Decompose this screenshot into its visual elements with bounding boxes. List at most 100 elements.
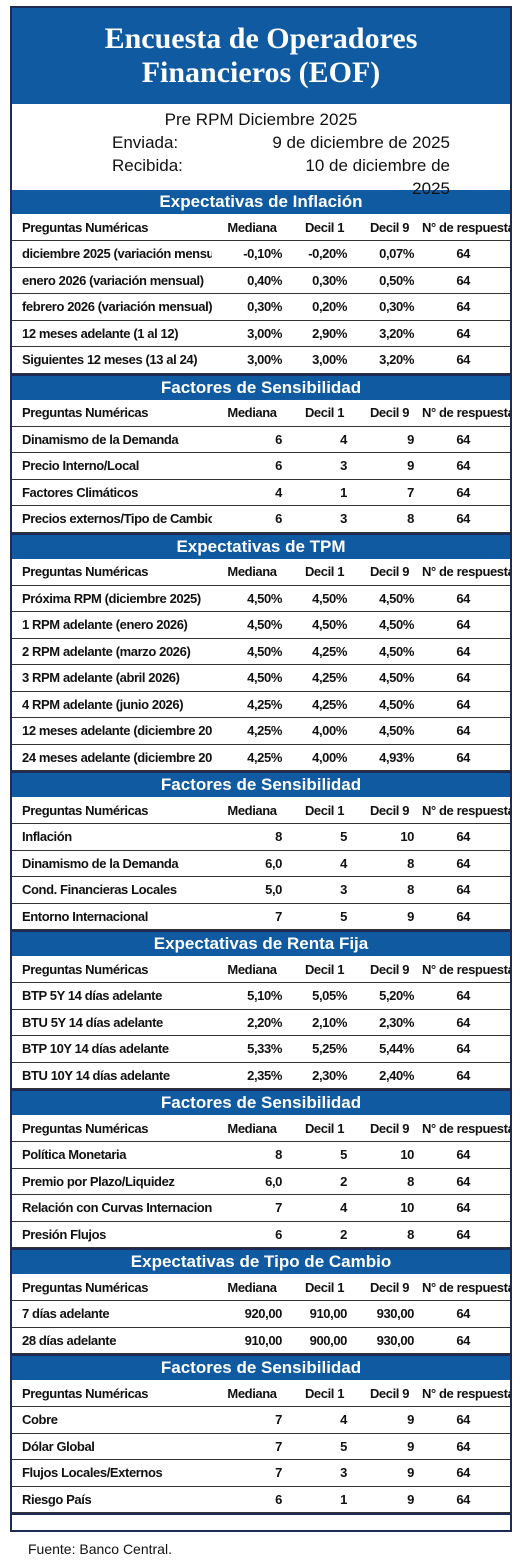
column-header: Decil 1 [292, 797, 357, 824]
column-header: Preguntas Numéricas [12, 1115, 212, 1142]
value-cell: 64 [422, 1035, 510, 1063]
value-cell: 64 [422, 744, 510, 771]
value-cell: 6 [212, 452, 292, 480]
table-row: febrero 2026 (variación mensual) 0,30% 0,2… [12, 293, 510, 321]
sent-label: Enviada: [112, 133, 179, 152]
value-cell: 4 [292, 1406, 357, 1434]
value-cell: 7 [212, 1459, 292, 1487]
value-cell: 4,25% [212, 717, 292, 745]
column-header: Decil 9 [357, 558, 422, 586]
column-header: Decil 9 [357, 1274, 422, 1301]
value-cell: 64 [422, 1486, 510, 1513]
question-cell: Presión Flujos [12, 1221, 212, 1248]
table-row: Inflación 8 5 10 64 [12, 823, 510, 851]
table-row: Flujos Locales/Externos 7 3 9 64 [12, 1459, 510, 1487]
column-header: Decil 1 [292, 1380, 357, 1407]
sent-value: 9 de diciembre de 2025 [272, 133, 450, 152]
value-cell: 6,0 [212, 1168, 292, 1195]
table-header-row: Preguntas Numéricas Mediana Decil 1 Decil 9… [12, 399, 510, 427]
question-cell: Cobre [12, 1406, 212, 1434]
value-cell: 4,25% [212, 691, 292, 718]
value-cell: 930,00 [357, 1327, 422, 1354]
table-row: 1 RPM adelante (enero 2026) 4,50% 4,50% 4,5… [12, 611, 510, 639]
value-cell: 64 [422, 452, 510, 480]
table-header-row: Preguntas Numéricas Mediana Decil 1 Decil 9… [12, 214, 510, 241]
column-header: Decil 1 [292, 558, 357, 586]
value-cell: 9 [357, 452, 422, 480]
value-cell: 4,25% [292, 664, 357, 692]
value-cell: 64 [422, 1300, 510, 1328]
column-header: N° de respuestas [422, 797, 510, 824]
value-cell: 2,40% [357, 1062, 422, 1089]
question-cell: Política Monetaria [12, 1141, 212, 1169]
table-row: 7 días adelante 920,00 910,00 930,00 64 [12, 1300, 510, 1328]
section: Expectativas de Inflación Preguntas Numér… [12, 190, 510, 376]
value-cell: 1 [292, 1486, 357, 1513]
table-row: Siguientes 12 meses (13 al 24) 3,00% 3,00%… [12, 346, 510, 374]
value-cell: 10 [357, 1194, 422, 1222]
value-cell: 9 [357, 1406, 422, 1434]
value-cell: 920,00 [212, 1300, 292, 1328]
value-cell: 64 [422, 1406, 510, 1434]
title-banner: Encuesta de Operadores Financieros (EOF) [12, 8, 510, 104]
question-cell: Factores Climáticos [12, 479, 212, 506]
section-title: Factores de Sensibilidad [12, 1356, 510, 1380]
table-row: Relación con Curvas Internacionales74106… [12, 1194, 510, 1222]
value-cell: 9 [357, 1459, 422, 1487]
value-cell: 4,00% [292, 744, 357, 771]
value-cell: 8 [357, 505, 422, 533]
value-cell: 64 [422, 611, 510, 639]
table-row: 28 días adelante 910,00 900,00 930,00 64 [12, 1327, 510, 1354]
column-header: Preguntas Numéricas [12, 956, 212, 983]
subtitle: Pre RPM Diciembre 2025 [164, 110, 358, 129]
value-cell: 4,50% [357, 638, 422, 665]
value-cell: 64 [422, 585, 510, 612]
value-cell: 4,50% [357, 691, 422, 718]
value-cell: 10 [357, 1141, 422, 1169]
question-cell: 24 meses adelante (diciembre 2027) [12, 744, 212, 771]
received-label: Recibida: [112, 156, 183, 175]
value-cell: 1 [292, 479, 357, 506]
question-cell: 2 RPM adelante (marzo 2026) [12, 638, 212, 665]
value-cell: 3 [292, 505, 357, 533]
section: Expectativas de Renta Fija Preguntas Numé… [12, 932, 510, 1091]
value-cell: 64 [422, 1459, 510, 1487]
value-cell: 3 [292, 452, 357, 480]
value-cell: 4,50% [292, 585, 357, 612]
value-cell: 5,05% [292, 982, 357, 1010]
table-row: Entorno Internacional 7 5 9 64 [12, 903, 510, 930]
value-cell: 64 [422, 850, 510, 877]
question-cell: febrero 2026 (variación mensual) [12, 293, 212, 321]
column-header: Preguntas Numéricas [12, 214, 212, 241]
question-cell: Entorno Internacional [12, 903, 212, 930]
value-cell: 2,30% [292, 1062, 357, 1089]
column-header: Decil 1 [292, 956, 357, 983]
section: Factores de Sensibilidad Preguntas Numéri… [12, 1091, 510, 1250]
table-row: Dólar Global 7 5 9 64 [12, 1433, 510, 1460]
value-cell: 3 [292, 876, 357, 904]
column-header: N° de respuestas [422, 1115, 510, 1142]
value-cell: 4,25% [292, 638, 357, 665]
value-cell: 0,30% [357, 293, 422, 321]
value-cell: 8 [212, 1141, 292, 1169]
value-cell: 6,0 [212, 850, 292, 877]
table-row: Precios externos/Tipo de Cambio 6 3 8 64 [12, 505, 510, 533]
value-cell: 2,90% [292, 320, 357, 347]
question-cell: Premio por Plazo/Liquidez [12, 1168, 212, 1195]
value-cell: 64 [422, 903, 510, 930]
column-header: Decil 9 [357, 399, 422, 427]
column-header: Mediana [212, 1274, 292, 1301]
value-cell: 4,93% [357, 744, 422, 771]
column-header: Decil 9 [357, 214, 422, 241]
value-cell: 4,25% [212, 744, 292, 771]
table-row: Política Monetaria 8 5 10 64 [12, 1141, 510, 1169]
section-title: Factores de Sensibilidad [12, 773, 510, 797]
value-cell: 64 [422, 823, 510, 851]
value-cell: 2,10% [292, 1009, 357, 1036]
question-cell: 12 meses adelante (1 al 12) [12, 320, 212, 347]
column-header: Decil 9 [357, 1115, 422, 1142]
table-header-row: Preguntas Numéricas Mediana Decil 1 Decil 9… [12, 1115, 510, 1142]
section-title: Factores de Sensibilidad [12, 375, 510, 400]
value-cell: 3,00% [212, 320, 292, 347]
value-cell: 9 [357, 1433, 422, 1460]
